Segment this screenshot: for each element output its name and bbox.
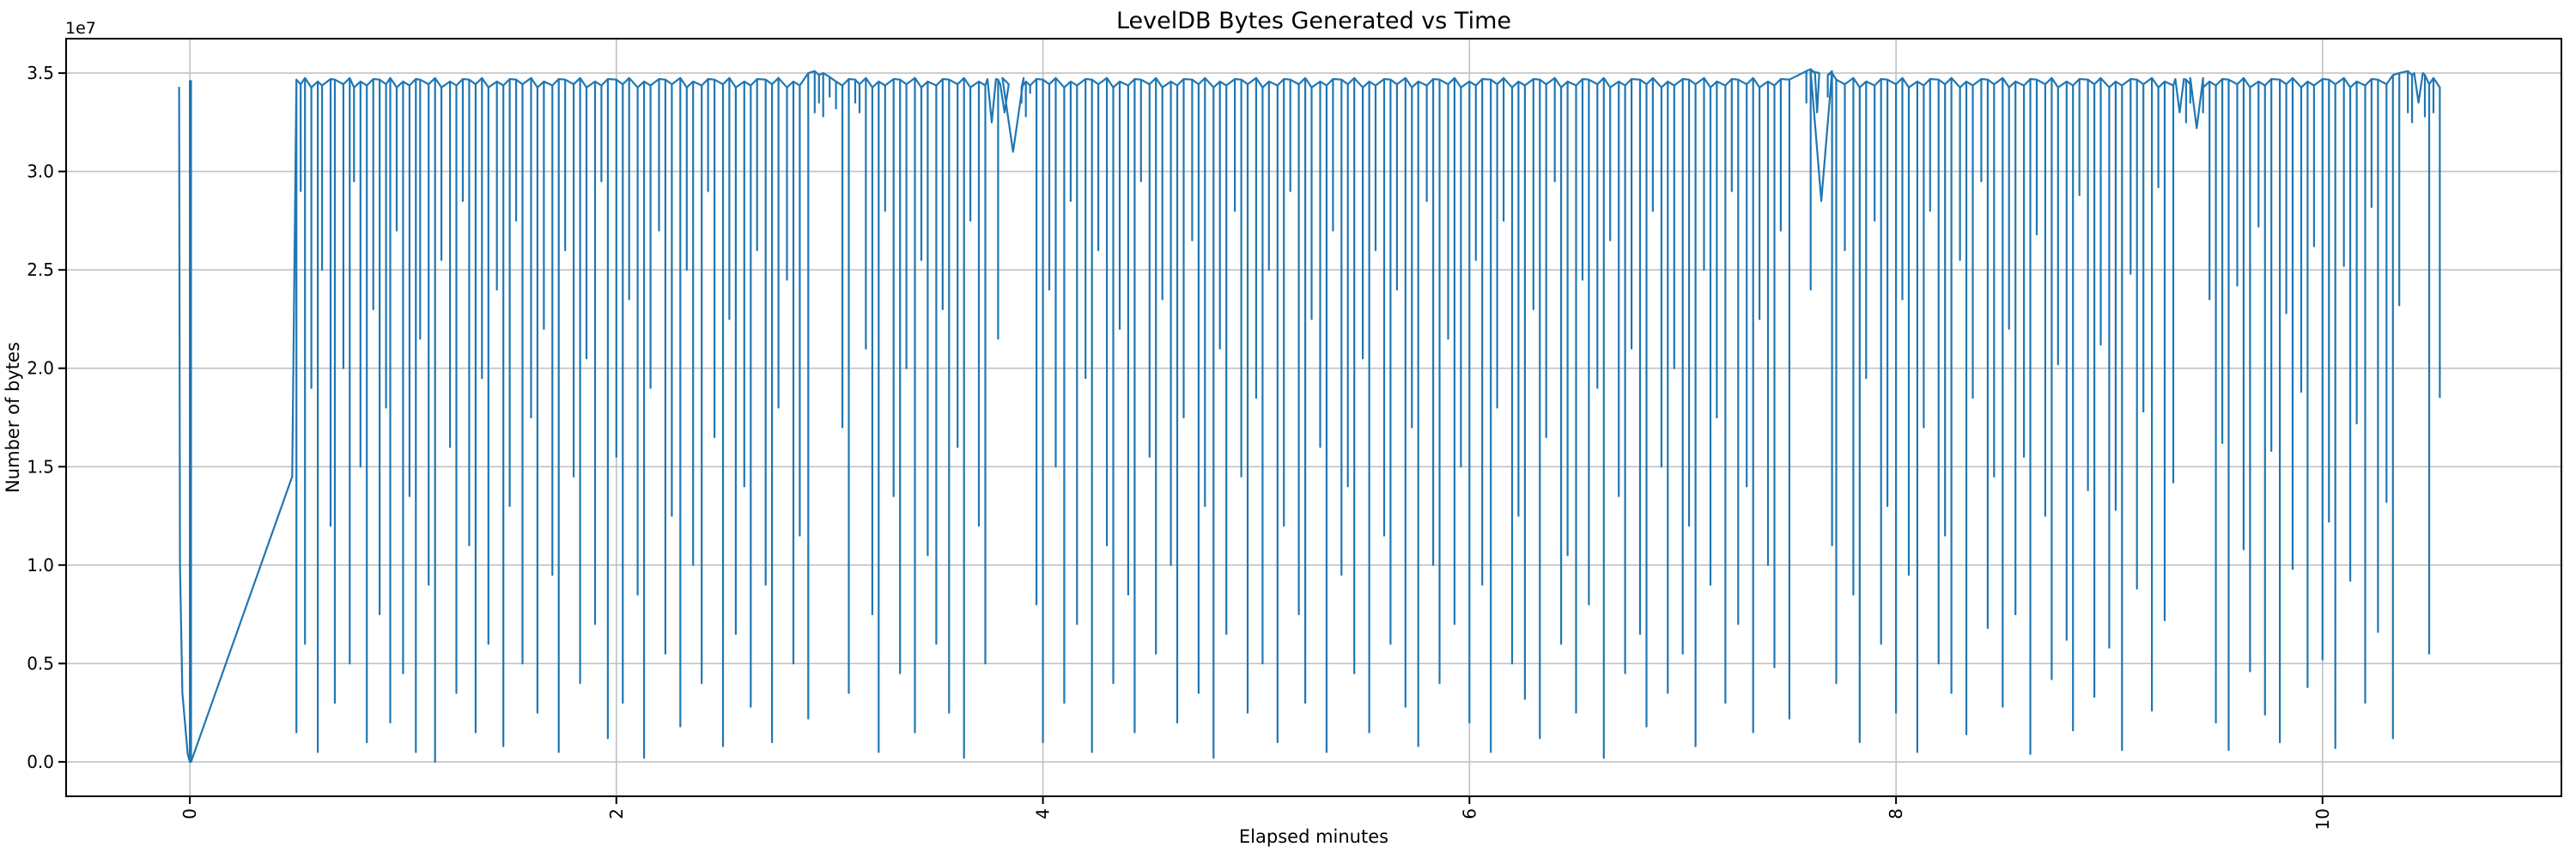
gridlines bbox=[66, 39, 2561, 796]
x-axis-label: Elapsed minutes bbox=[1239, 826, 1388, 847]
y-tick-label: 2.5 bbox=[27, 259, 54, 280]
x-tick-label: 8 bbox=[1886, 808, 1906, 819]
y-tick-label: 1.5 bbox=[27, 456, 54, 477]
chart-title: LevelDB Bytes Generated vs Time bbox=[1116, 8, 1511, 34]
plot-border bbox=[65, 38, 2562, 797]
series-layer bbox=[178, 68, 2441, 763]
axis-ticks: 0.0 0.5 1.0 1.5 2.0 2.5 3.0 3.5 0 2 4 6 8 10 bbox=[27, 63, 2333, 830]
y-tick-label: 3.5 bbox=[27, 63, 54, 83]
y-axis-label: Number of bytes bbox=[3, 342, 23, 493]
y-tick-label: 3.0 bbox=[27, 161, 54, 182]
x-tick-label: 2 bbox=[606, 808, 627, 819]
series-line bbox=[178, 68, 2441, 763]
y-tick-label: 0.0 bbox=[27, 752, 54, 772]
x-tick-label: 0 bbox=[179, 808, 200, 819]
y-tick-label: 0.5 bbox=[27, 653, 54, 673]
y-tick-label: 1.0 bbox=[27, 555, 54, 576]
x-tick-label: 10 bbox=[2312, 808, 2333, 830]
axes-spines bbox=[65, 38, 2562, 797]
y-tick-label: 2.0 bbox=[27, 358, 54, 379]
x-tick-label: 6 bbox=[1459, 808, 1479, 819]
x-tick-label: 4 bbox=[1033, 808, 1054, 819]
y-offset-label: 1e7 bbox=[65, 19, 96, 38]
